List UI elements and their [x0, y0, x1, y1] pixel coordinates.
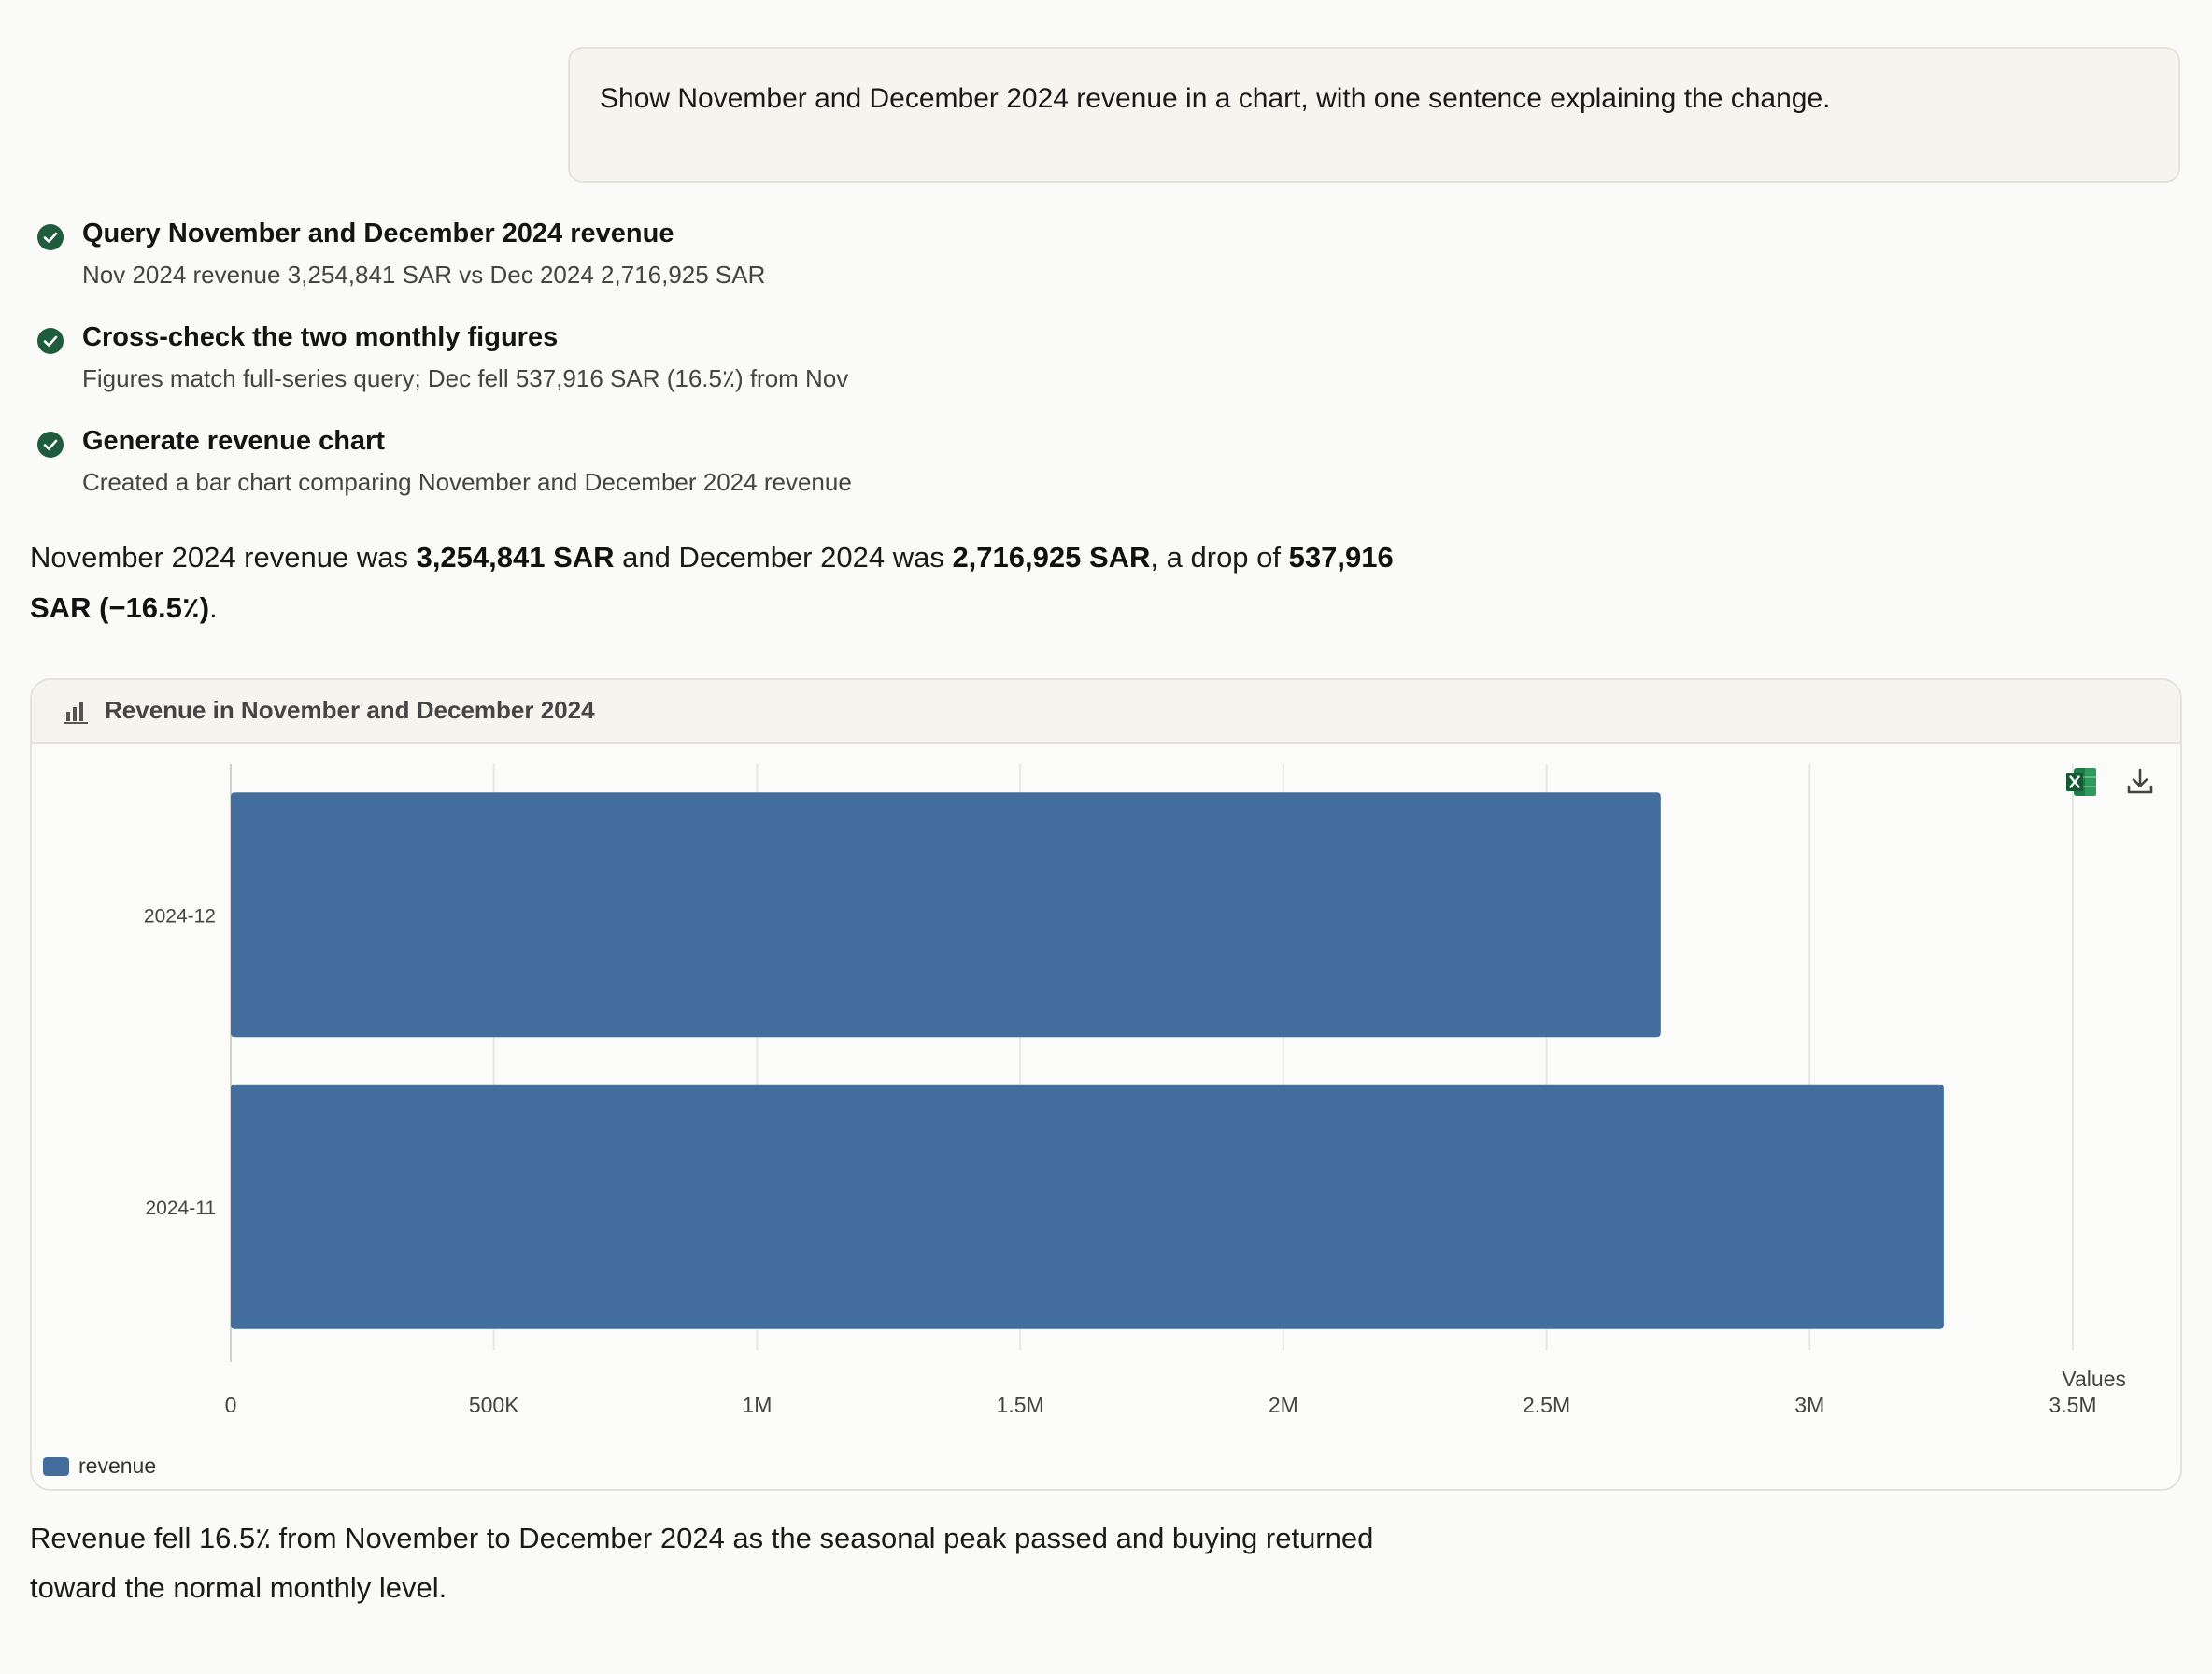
step-item: Query November and December 2024 revenue…: [37, 215, 1532, 319]
x-tick-label: 2.5M: [1523, 1393, 1570, 1417]
chart-header: Revenue in November and December 2024: [32, 680, 2180, 744]
x-tick-label: 0: [225, 1393, 237, 1417]
summary-text: .: [209, 591, 218, 624]
check-circle-icon: [37, 432, 64, 458]
x-axis-title: Values: [2062, 1367, 2126, 1391]
step-item: Cross-check the two monthly figures Figu…: [37, 319, 1532, 422]
x-tick-label: 3M: [1794, 1393, 1824, 1417]
assistant-summary: November 2024 revenue was 3,254,841 SAR …: [30, 532, 1412, 633]
step-detail: Nov 2024 revenue 3,254,841 SAR vs Dec 20…: [82, 261, 766, 289]
step-detail: Created a bar chart comparing November a…: [82, 468, 852, 496]
y-tick-label: 2024-12: [144, 905, 216, 927]
legend-label: revenue: [78, 1454, 157, 1478]
bar: [231, 792, 1661, 1038]
x-tick-label: 3.5M: [2049, 1393, 2096, 1417]
y-tick-label: 2024-11: [145, 1198, 216, 1219]
revenue-bar-chart: 2024-12 2024-11 0 500K 1M 1.5M 2M 2.5M 3M 3.5MVal…: [144, 764, 2126, 1417]
step-title: Generate revenue chart: [82, 426, 385, 456]
drop-value: 537,916 SAR (−16.5٪): [30, 541, 1394, 624]
dec-revenue-value: 2,716,925 SAR: [952, 541, 1151, 574]
step-detail: Figures match full-series query; Dec fel…: [82, 364, 849, 392]
check-circle-icon: [37, 328, 64, 354]
excel-icon[interactable]: [2064, 766, 2098, 802]
x-tick-label: 2M: [1269, 1393, 1298, 1417]
step-item: Generate revenue chart Created a bar cha…: [37, 422, 1532, 526]
user-message-bubble: Show November and December 2024 revenue …: [568, 47, 2180, 183]
step-title: Cross-check the two monthly figures: [82, 322, 559, 352]
x-tick-label: 1M: [742, 1393, 772, 1417]
bar: [231, 1084, 1944, 1329]
summary-text: November 2024 revenue was: [30, 541, 417, 574]
summary-text: , a drop of: [1150, 541, 1289, 574]
step-title: Query November and December 2024 revenue: [82, 219, 674, 248]
assistant-closing: Revenue fell 16.5٪ from November to Dece…: [30, 1522, 1374, 1604]
chart-card: Revenue in November and December 2024 20…: [30, 678, 2182, 1491]
bar-chart-icon: [64, 699, 90, 730]
nov-revenue-value: 3,254,841 SAR: [416, 541, 615, 574]
x-tick-label: 1.5M: [997, 1393, 1044, 1417]
user-message-text: Show November and December 2024 revenue …: [600, 83, 1831, 114]
x-tick-label: 500K: [469, 1393, 519, 1417]
chart-title: Revenue in November and December 2024: [105, 696, 595, 724]
task-steps: Query November and December 2024 revenue…: [37, 215, 1532, 526]
legend-swatch: [43, 1457, 69, 1476]
summary-text: and December 2024 was: [614, 541, 953, 574]
check-circle-icon: [37, 224, 64, 250]
download-icon[interactable]: [2124, 766, 2156, 802]
